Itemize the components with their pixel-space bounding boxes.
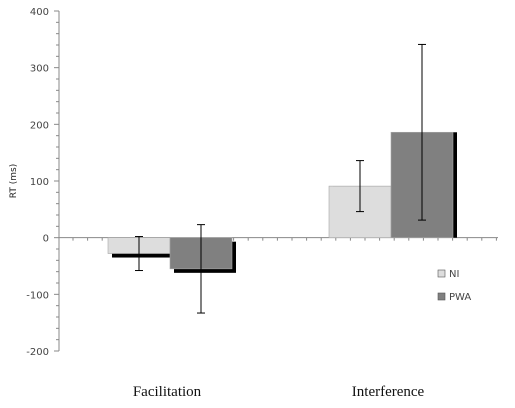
y-tick-label: -200 (26, 347, 49, 358)
y-axis-ticks: -200 -100 0 100 200 300 400 (26, 7, 497, 358)
legend: NI PWA (437, 269, 471, 303)
legend-label-ni: NI (449, 269, 459, 280)
category-label: Facilitation (133, 384, 202, 400)
category-label: Interference (352, 384, 425, 400)
category-labels: Facilitation Interference (133, 384, 425, 400)
y-tick-label: 0 (43, 234, 49, 245)
y-tick-label: 200 (30, 120, 49, 131)
y-axis-title: RT (ms) (9, 164, 19, 198)
y-tick-label: 400 (30, 7, 49, 18)
y-tick-label: 100 (30, 177, 49, 188)
legend-swatch-pwa (437, 292, 446, 301)
legend-swatch-ni (437, 269, 446, 278)
bars (107, 43, 457, 314)
legend-label-pwa: PWA (449, 292, 471, 303)
y-tick-label: -100 (26, 290, 49, 301)
y-tick-label: 300 (30, 64, 49, 75)
